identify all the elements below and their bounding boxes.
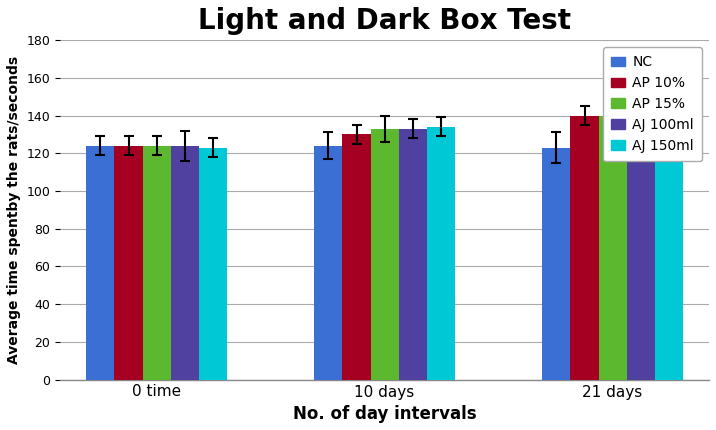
Bar: [314, 146, 342, 380]
Bar: [87, 146, 115, 380]
Bar: [170, 146, 198, 380]
Title: Light and Dark Box Test: Light and Dark Box Test: [198, 7, 571, 35]
Bar: [543, 147, 571, 380]
Bar: [399, 129, 427, 380]
Bar: [427, 127, 455, 380]
Bar: [571, 116, 599, 380]
Bar: [626, 106, 654, 380]
Bar: [654, 101, 683, 380]
X-axis label: No. of day intervals: No. of day intervals: [293, 405, 476, 423]
Bar: [115, 146, 142, 380]
Y-axis label: Average time spentby the rats/seconds: Average time spentby the rats/seconds: [7, 56, 21, 364]
Bar: [198, 147, 227, 380]
Bar: [142, 146, 170, 380]
Bar: [599, 116, 626, 380]
Bar: [342, 135, 371, 380]
Legend: NC, AP 10%, AP 15%, AJ 100ml, AJ 150ml: NC, AP 10%, AP 15%, AJ 100ml, AJ 150ml: [603, 47, 702, 161]
Bar: [371, 129, 399, 380]
